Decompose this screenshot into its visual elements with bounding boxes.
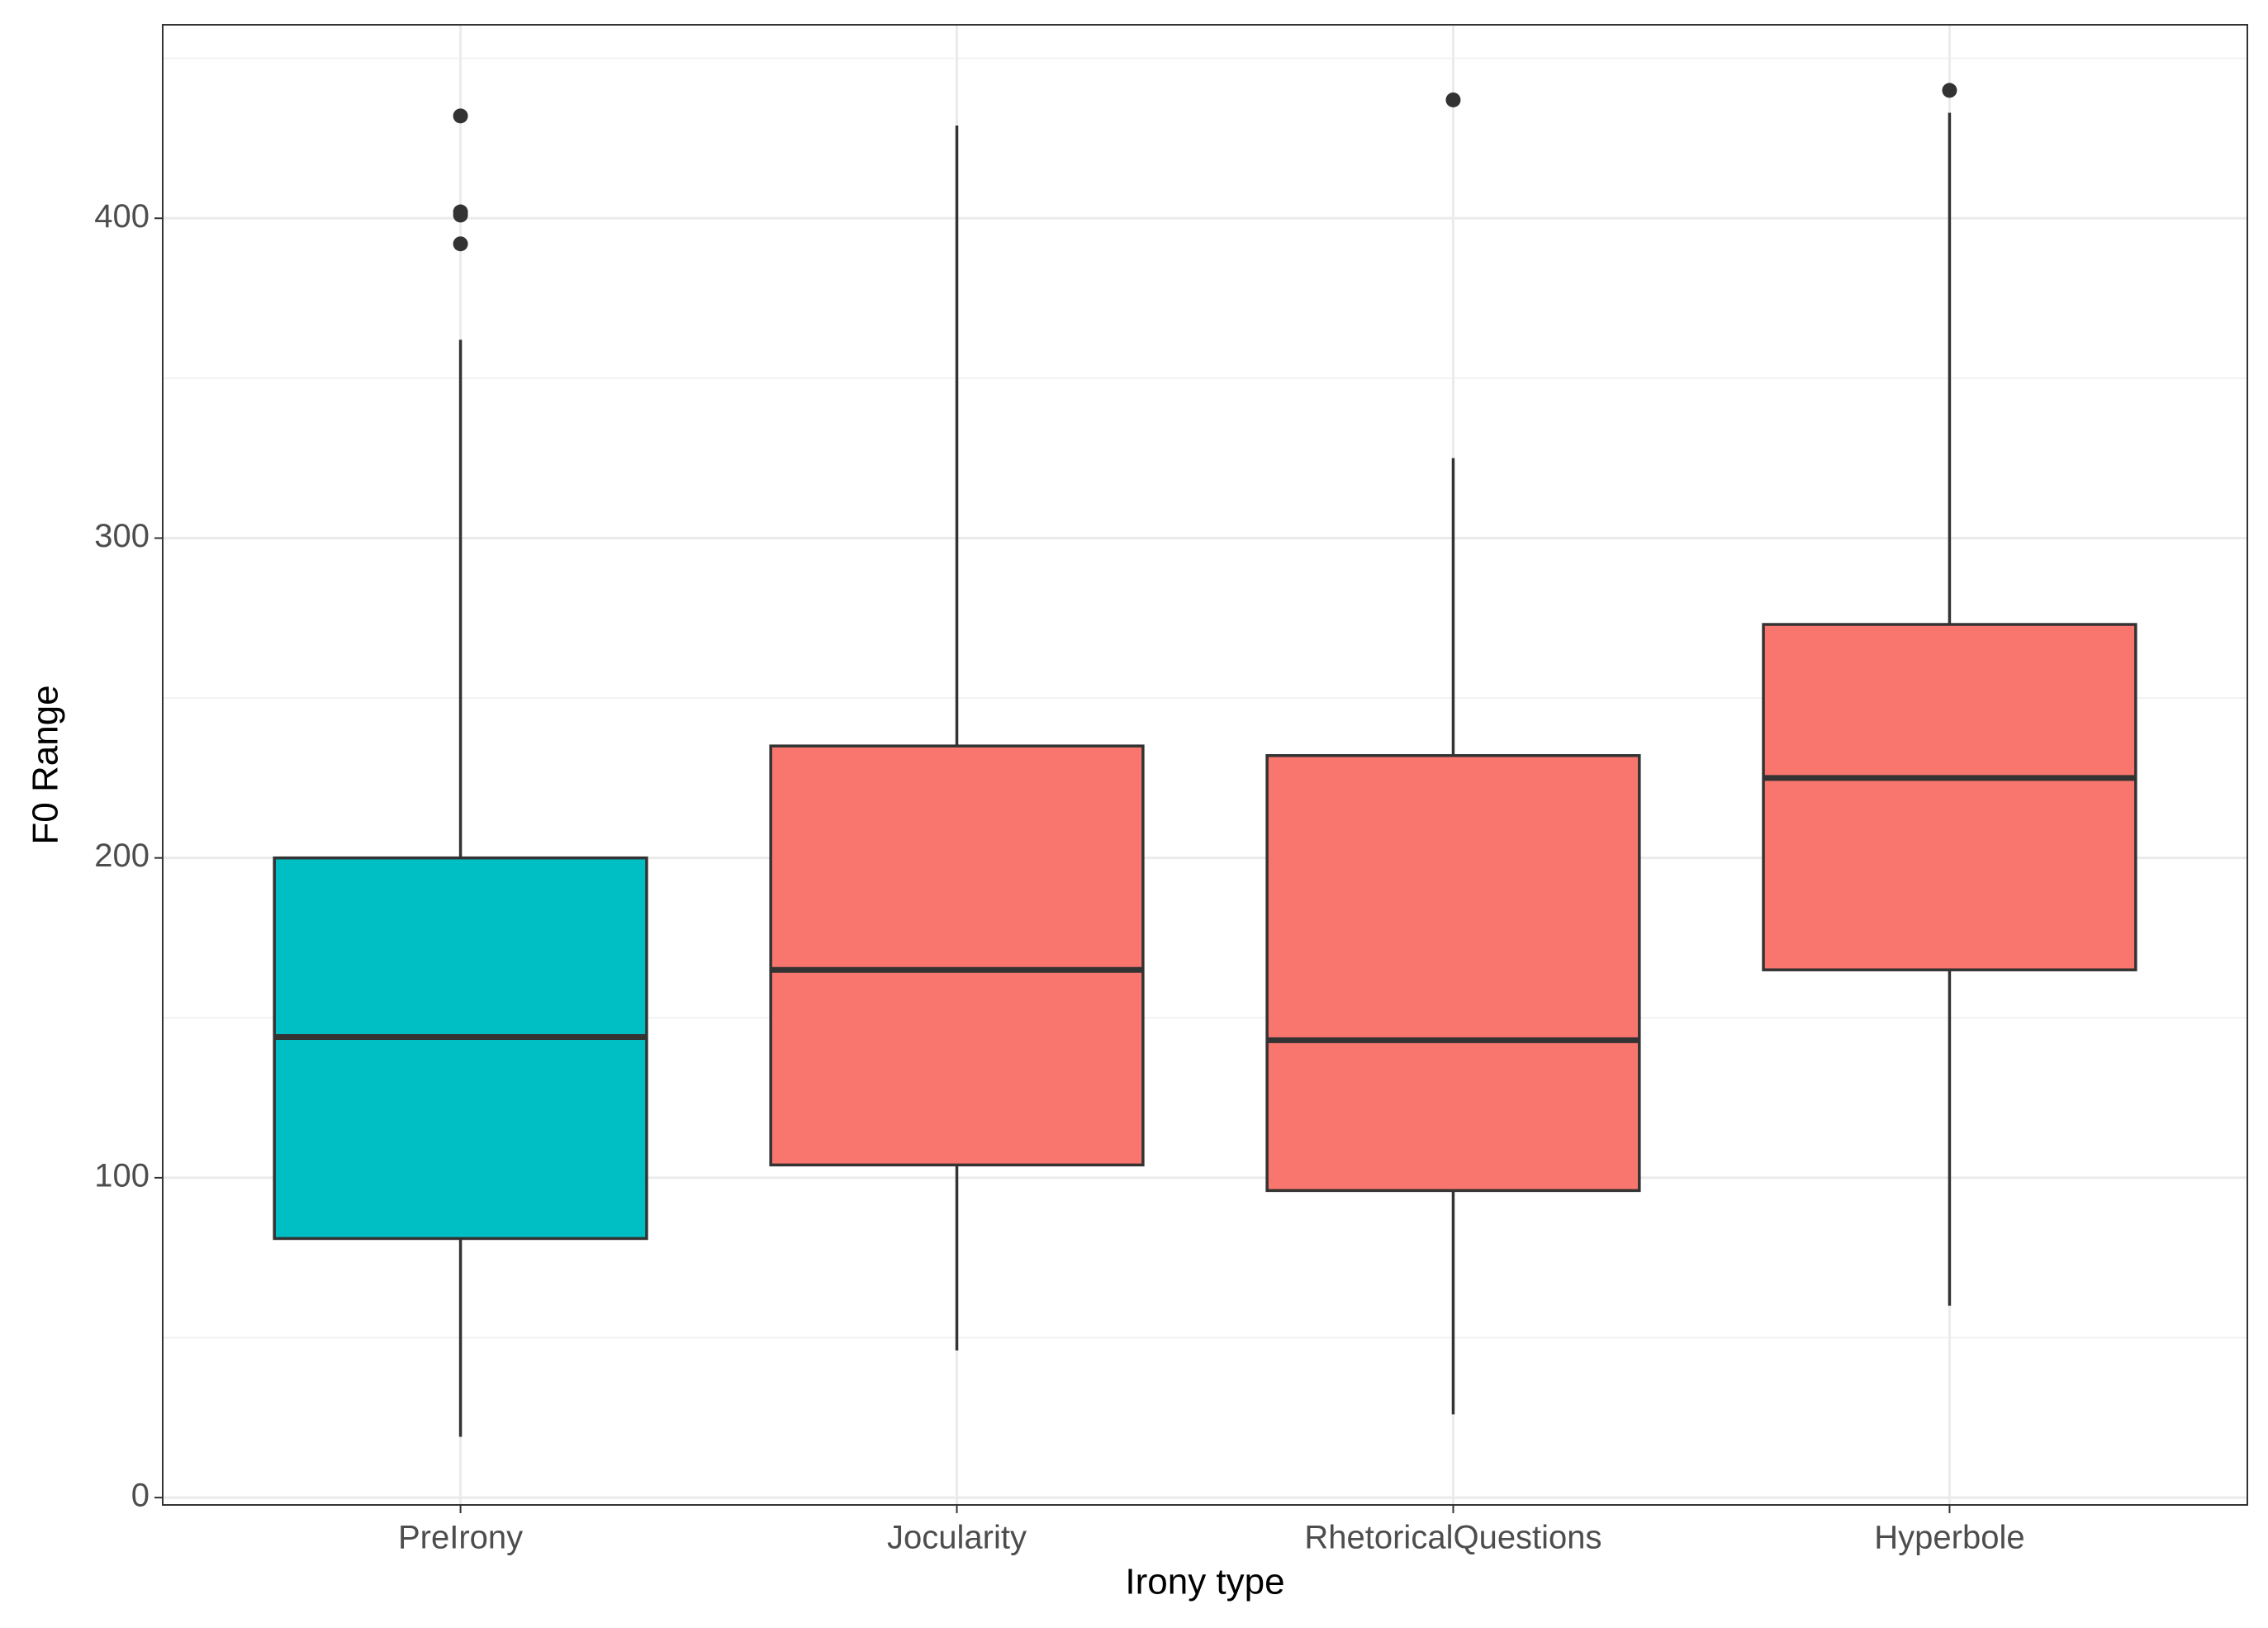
box xyxy=(1762,623,2138,971)
y-tick-label: 0 xyxy=(131,1478,149,1514)
outlier xyxy=(1942,83,1957,98)
outlier xyxy=(453,236,468,252)
x-axis-title: Irony type xyxy=(1125,1562,1284,1602)
outlier xyxy=(1445,92,1461,107)
outlier xyxy=(453,207,468,223)
x-tick-label: PreIrony xyxy=(398,1520,523,1556)
x-tick-label: Hyperbole xyxy=(1874,1520,2024,1556)
y-tick-label: 200 xyxy=(94,838,149,874)
box xyxy=(769,744,1145,1167)
x-tick-label: RhetoricalQuestions xyxy=(1304,1520,1601,1556)
y-tick-label: 100 xyxy=(94,1157,149,1194)
box xyxy=(273,856,648,1241)
y-tick-label: 300 xyxy=(94,518,149,554)
x-tick-label: Jocularity xyxy=(887,1520,1027,1556)
y-axis-title: F0 Range xyxy=(26,685,66,844)
panel-border xyxy=(162,24,2248,1506)
outlier xyxy=(453,108,468,124)
y-tick-label: 400 xyxy=(94,198,149,235)
box xyxy=(1265,754,1641,1193)
